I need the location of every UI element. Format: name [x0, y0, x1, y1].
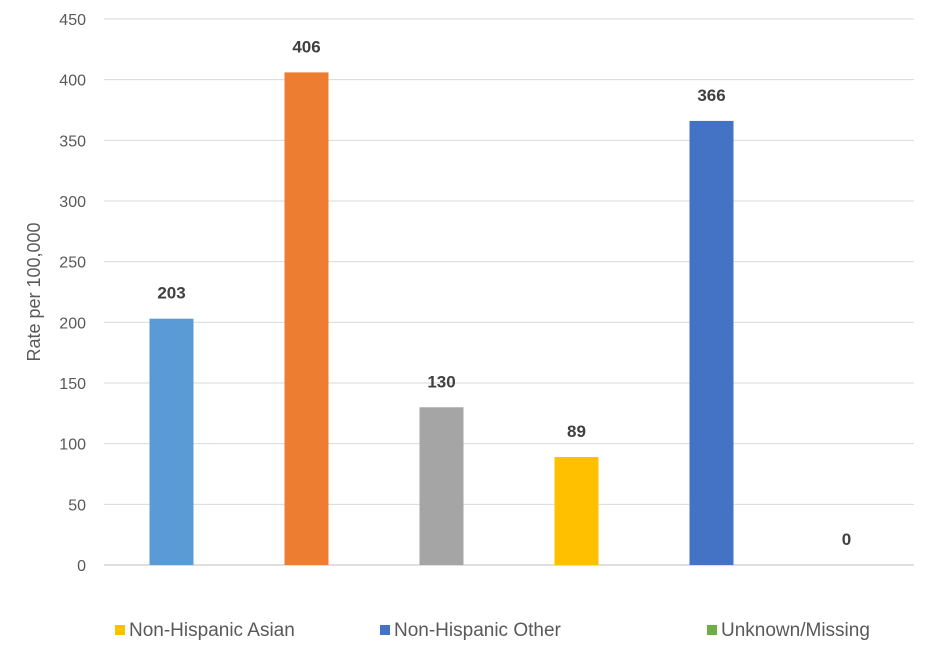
data-label: 0 [842, 530, 851, 549]
data-label: 130 [427, 372, 455, 391]
bars [149, 72, 734, 566]
legend-swatch [707, 625, 717, 635]
bar [149, 318, 194, 565]
bar [554, 457, 599, 565]
legend-swatch [115, 625, 125, 635]
bar [419, 407, 464, 565]
legend-swatch [380, 625, 390, 635]
y-tick-label: 150 [59, 376, 86, 393]
legend-label: Non-Hispanic Other [394, 620, 562, 641]
y-tick-label: 100 [59, 437, 86, 454]
legend-label: Non-Hispanic Asian [129, 620, 295, 641]
data-label: 366 [697, 86, 725, 105]
data-labels: 203 406 130 89 366 0 [157, 37, 851, 549]
y-tick-label: 300 [59, 194, 86, 211]
bar [284, 72, 329, 566]
y-axis-title: Rate per 100,000 [24, 222, 44, 361]
y-tick-label: 50 [68, 497, 86, 514]
data-label: 89 [567, 422, 586, 441]
data-label: 406 [292, 37, 320, 56]
gridlines [104, 18, 914, 566]
y-tick-label: 200 [59, 315, 86, 332]
y-tick-label: 350 [59, 133, 86, 150]
data-label: 203 [157, 284, 185, 303]
legend: Non-Hispanic Asian Non-Hispanic Other Unkn… [115, 620, 870, 641]
y-tick-label: 250 [59, 255, 86, 272]
y-tick-label: 0 [77, 558, 86, 575]
legend-label: Unknown/Missing [721, 620, 870, 641]
bar [689, 120, 734, 566]
y-tick-label: 400 [59, 73, 86, 90]
y-tick-label: 450 [59, 12, 86, 29]
y-axis-ticks: 0 50 100 150 200 250 300 350 400 450 [59, 12, 86, 575]
